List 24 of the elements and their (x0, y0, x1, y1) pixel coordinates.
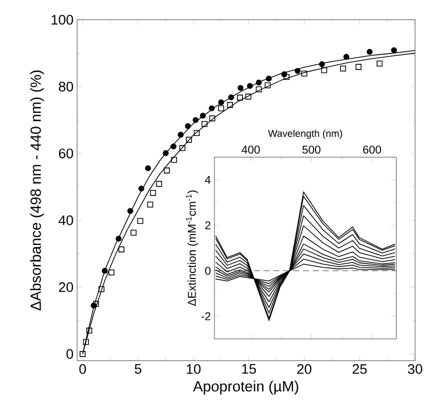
y-tick-label: 0 (66, 349, 74, 359)
x-axis-title: Apoprotein (µM) (193, 380, 298, 394)
y-tick-label: 100 (52, 14, 74, 25)
x-tick-label: 30 (408, 364, 422, 374)
y-tick-label: 40 (58, 215, 74, 226)
y-tick-label: 2 (205, 221, 210, 230)
y-tick-label: 80 (58, 82, 74, 92)
x-tick-label: 500 (302, 146, 320, 154)
y-axis-title: ΔAbsorbance (498 nm - 440 nm) (%) (30, 70, 44, 310)
x-tick-label: 15 (242, 364, 256, 374)
y-axis-title: ΔExtinction (mM$^{-1}$cm$^{-1}$) (186, 190, 198, 306)
x-tick-label: 600 (363, 146, 382, 154)
y-tick-label: 0 (205, 266, 211, 275)
y-tick-label: -2 (201, 312, 210, 320)
y-tick-label: 60 (58, 148, 74, 158)
y-tick-label: 4 (204, 176, 211, 184)
x-tick-label: 0 (79, 364, 86, 374)
x-axis-title: Wavelength (nm) (268, 130, 342, 139)
x-tick-label: 5 (134, 364, 142, 374)
x-tick-label: 25 (352, 364, 367, 374)
x-tick-label: 400 (242, 146, 260, 154)
x-tick-label: 10 (186, 364, 201, 374)
x-tick-label: 20 (297, 364, 312, 374)
y-tick-label: 20 (58, 282, 74, 292)
